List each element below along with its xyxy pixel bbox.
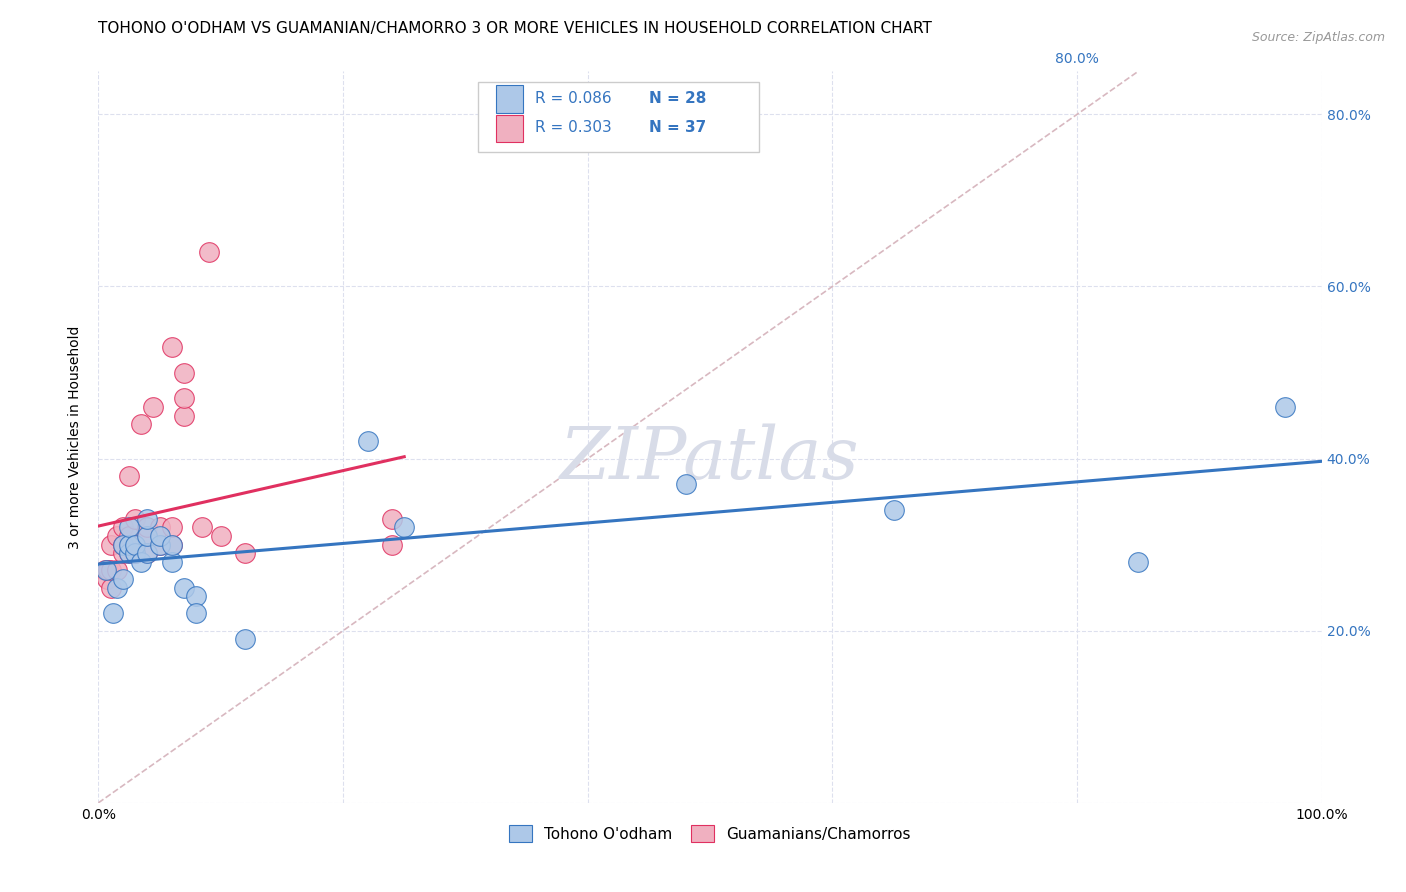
- Point: [160, 340, 183, 354]
- Text: N = 28: N = 28: [648, 91, 706, 106]
- Point: [173, 409, 195, 423]
- Point: [186, 607, 208, 621]
- Point: [233, 632, 256, 647]
- Point: [883, 503, 905, 517]
- Point: [105, 564, 128, 578]
- Point: [118, 538, 141, 552]
- Point: [118, 520, 141, 534]
- Point: [111, 520, 134, 534]
- Point: [136, 520, 159, 534]
- Text: N = 37: N = 37: [648, 120, 706, 136]
- Point: [381, 538, 404, 552]
- Point: [209, 529, 232, 543]
- Point: [100, 581, 122, 595]
- Point: [149, 538, 172, 552]
- Point: [129, 555, 152, 569]
- Point: [142, 400, 165, 414]
- Point: [173, 392, 195, 406]
- FancyBboxPatch shape: [496, 86, 523, 113]
- Text: Source: ZipAtlas.com: Source: ZipAtlas.com: [1251, 31, 1385, 45]
- Point: [111, 538, 134, 552]
- Point: [118, 468, 141, 483]
- Point: [356, 434, 378, 449]
- Text: ZIPatlas: ZIPatlas: [560, 424, 860, 494]
- Point: [191, 520, 214, 534]
- Legend: Tohono O'odham, Guamanians/Chamorros: Tohono O'odham, Guamanians/Chamorros: [502, 817, 918, 850]
- Point: [101, 607, 124, 621]
- Point: [105, 581, 128, 595]
- Point: [381, 512, 404, 526]
- Point: [186, 589, 208, 603]
- Point: [136, 529, 159, 543]
- Point: [173, 366, 195, 380]
- Point: [149, 520, 172, 534]
- Point: [118, 546, 141, 560]
- Y-axis label: 3 or more Vehicles in Household: 3 or more Vehicles in Household: [69, 326, 83, 549]
- Point: [124, 538, 146, 552]
- Point: [136, 529, 159, 543]
- Point: [149, 538, 172, 552]
- Point: [124, 512, 146, 526]
- Point: [129, 417, 152, 432]
- Point: [136, 546, 159, 560]
- Point: [100, 564, 122, 578]
- Point: [118, 538, 141, 552]
- Point: [94, 564, 117, 578]
- Point: [100, 538, 122, 552]
- Point: [124, 546, 146, 560]
- FancyBboxPatch shape: [496, 114, 523, 143]
- Point: [149, 529, 172, 543]
- Point: [675, 477, 697, 491]
- Point: [160, 555, 183, 569]
- Text: TOHONO O'ODHAM VS GUAMANIAN/CHAMORRO 3 OR MORE VEHICLES IN HOUSEHOLD CORRELATION: TOHONO O'ODHAM VS GUAMANIAN/CHAMORRO 3 O…: [98, 21, 932, 36]
- Point: [173, 581, 195, 595]
- Text: R = 0.086: R = 0.086: [536, 91, 612, 106]
- Point: [111, 546, 134, 560]
- Point: [136, 512, 159, 526]
- Point: [97, 564, 120, 578]
- FancyBboxPatch shape: [478, 82, 759, 152]
- Point: [124, 546, 146, 560]
- Point: [118, 546, 141, 560]
- Point: [96, 572, 118, 586]
- Point: [197, 245, 219, 260]
- Point: [118, 529, 141, 543]
- Point: [93, 564, 115, 578]
- Point: [111, 572, 134, 586]
- Point: [1274, 400, 1296, 414]
- Point: [233, 546, 256, 560]
- Point: [124, 538, 146, 552]
- Point: [136, 546, 159, 560]
- Point: [105, 529, 128, 543]
- Text: R = 0.303: R = 0.303: [536, 120, 612, 136]
- Point: [1128, 555, 1150, 569]
- Point: [160, 538, 183, 552]
- Point: [160, 520, 183, 534]
- Point: [160, 538, 183, 552]
- Point: [392, 520, 416, 534]
- Point: [111, 538, 134, 552]
